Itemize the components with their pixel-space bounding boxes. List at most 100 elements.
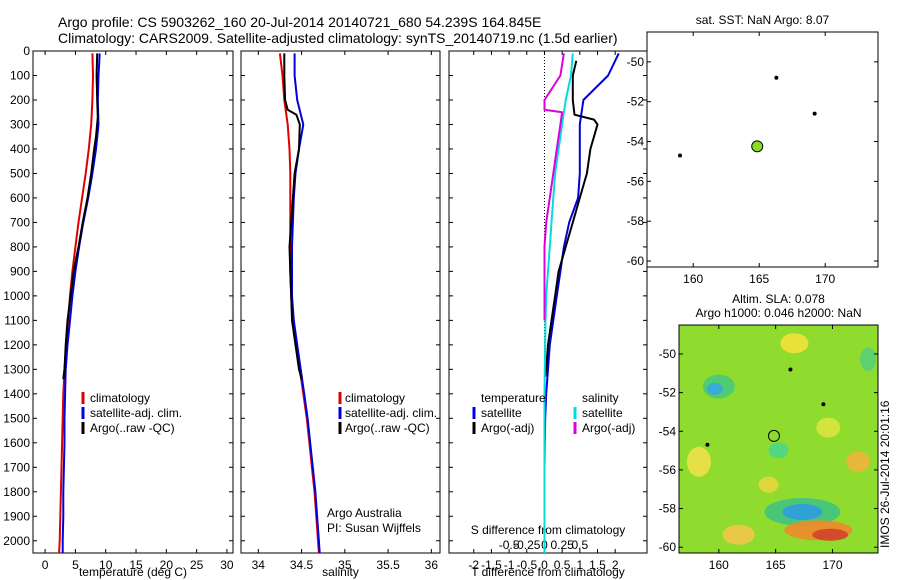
y-tick-label: -54 [627, 135, 645, 149]
x-tick-label: 1 [576, 558, 583, 572]
y-tick-label: 1400 [3, 387, 30, 401]
x-tick-label: -0.5 [516, 558, 537, 572]
heatmap-cell [768, 442, 789, 459]
x-tick-label: 0 [42, 558, 49, 572]
legend-heading-temperature: temperature [481, 391, 546, 405]
legend-label: Argo(..raw -QC) [90, 421, 175, 435]
x2-tick-label: 0.5 [571, 538, 588, 552]
profile-dot [678, 153, 682, 158]
y-tick-label: -58 [659, 502, 677, 516]
x2-tick-label: -0.5 [499, 538, 520, 552]
series-line-2 [543, 53, 574, 553]
y-tick-label: 600 [10, 191, 30, 205]
x-tick-label: 30 [220, 558, 234, 572]
map-subtitle: Argo h1000: 0.046 h2000: NaN [695, 306, 861, 320]
float-position-marker [751, 140, 764, 153]
series-line-2 [283, 53, 303, 380]
y-tick-label: 1300 [3, 362, 30, 376]
map-frame [678, 324, 879, 554]
legend-label: Argo(..raw -QC) [345, 421, 430, 435]
legend-label: climatology [90, 391, 150, 405]
y-tick-label: -52 [627, 95, 645, 109]
y-tick-label: -60 [627, 254, 645, 268]
x-axis-label: salinity [322, 565, 359, 579]
series-line-1 [291, 53, 321, 554]
y-tick-label: -52 [659, 386, 677, 400]
legend-label: satellite [582, 406, 623, 420]
x-tick-label: 34.5 [290, 558, 314, 572]
heatmap-cell [782, 503, 823, 520]
legend-label: climatology [345, 391, 405, 405]
heatmap-cell [758, 476, 779, 493]
y-tick-label: 1700 [3, 460, 30, 474]
x-tick-label: 10 [99, 558, 113, 572]
x-tick-label: 170 [822, 558, 842, 572]
x-tick-label: 1.5 [589, 558, 606, 572]
x-axis-label: temperature (deg C) [79, 565, 187, 579]
axes-frame [448, 50, 648, 554]
salinity-panel: 34 34.5 35 35.5 36 salinity [240, 50, 441, 579]
y-tick-label: -54 [659, 424, 677, 438]
timestamp: IMOS 26-Jul-2014 20:01:16 [878, 400, 892, 548]
axes-frame [240, 50, 441, 554]
heatmap-cell [722, 524, 755, 545]
x-tick-label: 5 [72, 558, 79, 572]
y-tick-label: 1500 [3, 411, 30, 425]
y-tick-label: 700 [10, 215, 30, 229]
y-tick-label: 1800 [3, 485, 30, 499]
x-tick-label: 25 [190, 558, 204, 572]
y-tick-label: 300 [10, 117, 30, 131]
x-tick-label: 34 [252, 558, 266, 572]
y-tick-label: 900 [10, 264, 30, 278]
legend-label: satellite-adj. clim. [90, 406, 182, 420]
x-tick-label: 35.5 [376, 558, 400, 572]
x-tick-label: 35 [338, 558, 352, 572]
legend-label: Argo(-adj) [582, 421, 635, 435]
y-tick-label: -56 [659, 463, 677, 477]
difference-panel: -2 -1.5 -1 -0.5 0 0.5 1 1.5 2T difference from c… [448, 50, 648, 579]
series-line-1 [61, 53, 101, 553]
x-tick-label: 0 [541, 558, 548, 572]
x-tick-label: 160 [683, 272, 703, 286]
credit-line1: Argo Australia [327, 506, 402, 520]
x-tick-label: -1 [504, 558, 515, 572]
y-tick-label: -56 [627, 174, 645, 188]
profile-dot [788, 367, 793, 372]
x-tick-label: 160 [709, 558, 729, 572]
map-title: Altim. SLA: 0.078 [732, 292, 825, 306]
y-tick-label: 0 [23, 44, 30, 58]
legend-label: satellite [481, 406, 522, 420]
legend-label: Argo(-adj) [481, 421, 534, 435]
profile-dot [705, 442, 710, 447]
x-tick-label: 15 [129, 558, 143, 572]
credit-line2: PI: Susan Wijffels [327, 521, 421, 535]
series-line-0 [543, 52, 620, 553]
title-line1: Argo profile: CS 5903262_160 20-Jul-2014… [58, 14, 541, 30]
map-frame [646, 31, 879, 268]
x2-tick-label: -0.25 [513, 538, 541, 552]
profile-dot [812, 111, 817, 116]
salinity-legend: climatology satellite-adj. clim. Argo(..… [338, 391, 437, 435]
y-tick-label: 1000 [3, 289, 30, 303]
y-tick-label: 800 [10, 240, 30, 254]
x-tick-label: 0.5 [554, 558, 571, 572]
y-tick-label: 2000 [3, 534, 30, 548]
x-tick-label: -2 [468, 558, 479, 572]
heatmap-cell [846, 451, 871, 472]
y-tick-label: -50 [659, 347, 677, 361]
y-tick-label: 1100 [4, 313, 30, 327]
map-title: sat. SST: NaN Argo: 8.07 [696, 13, 830, 27]
heatmap-cell [706, 382, 723, 395]
x2-axis-label: S difference from climatology [471, 523, 626, 537]
profile-dot [821, 402, 826, 407]
series-line-1 [544, 60, 599, 377]
sst-map-panel: sat. SST: NaN Argo: 8.07 -50 -52 -54 -56 -58 -… [627, 13, 879, 286]
series-line-3 [543, 53, 565, 321]
heatmap-cell [816, 417, 841, 438]
x-axis-label: T difference from climatology [471, 565, 625, 579]
series-line-2 [62, 53, 99, 380]
heatmap-cell [686, 446, 711, 477]
x2-tick-label: 0.25 [550, 538, 574, 552]
x-tick-label: -1.5 [481, 558, 502, 572]
x-tick-label: 170 [815, 272, 835, 286]
